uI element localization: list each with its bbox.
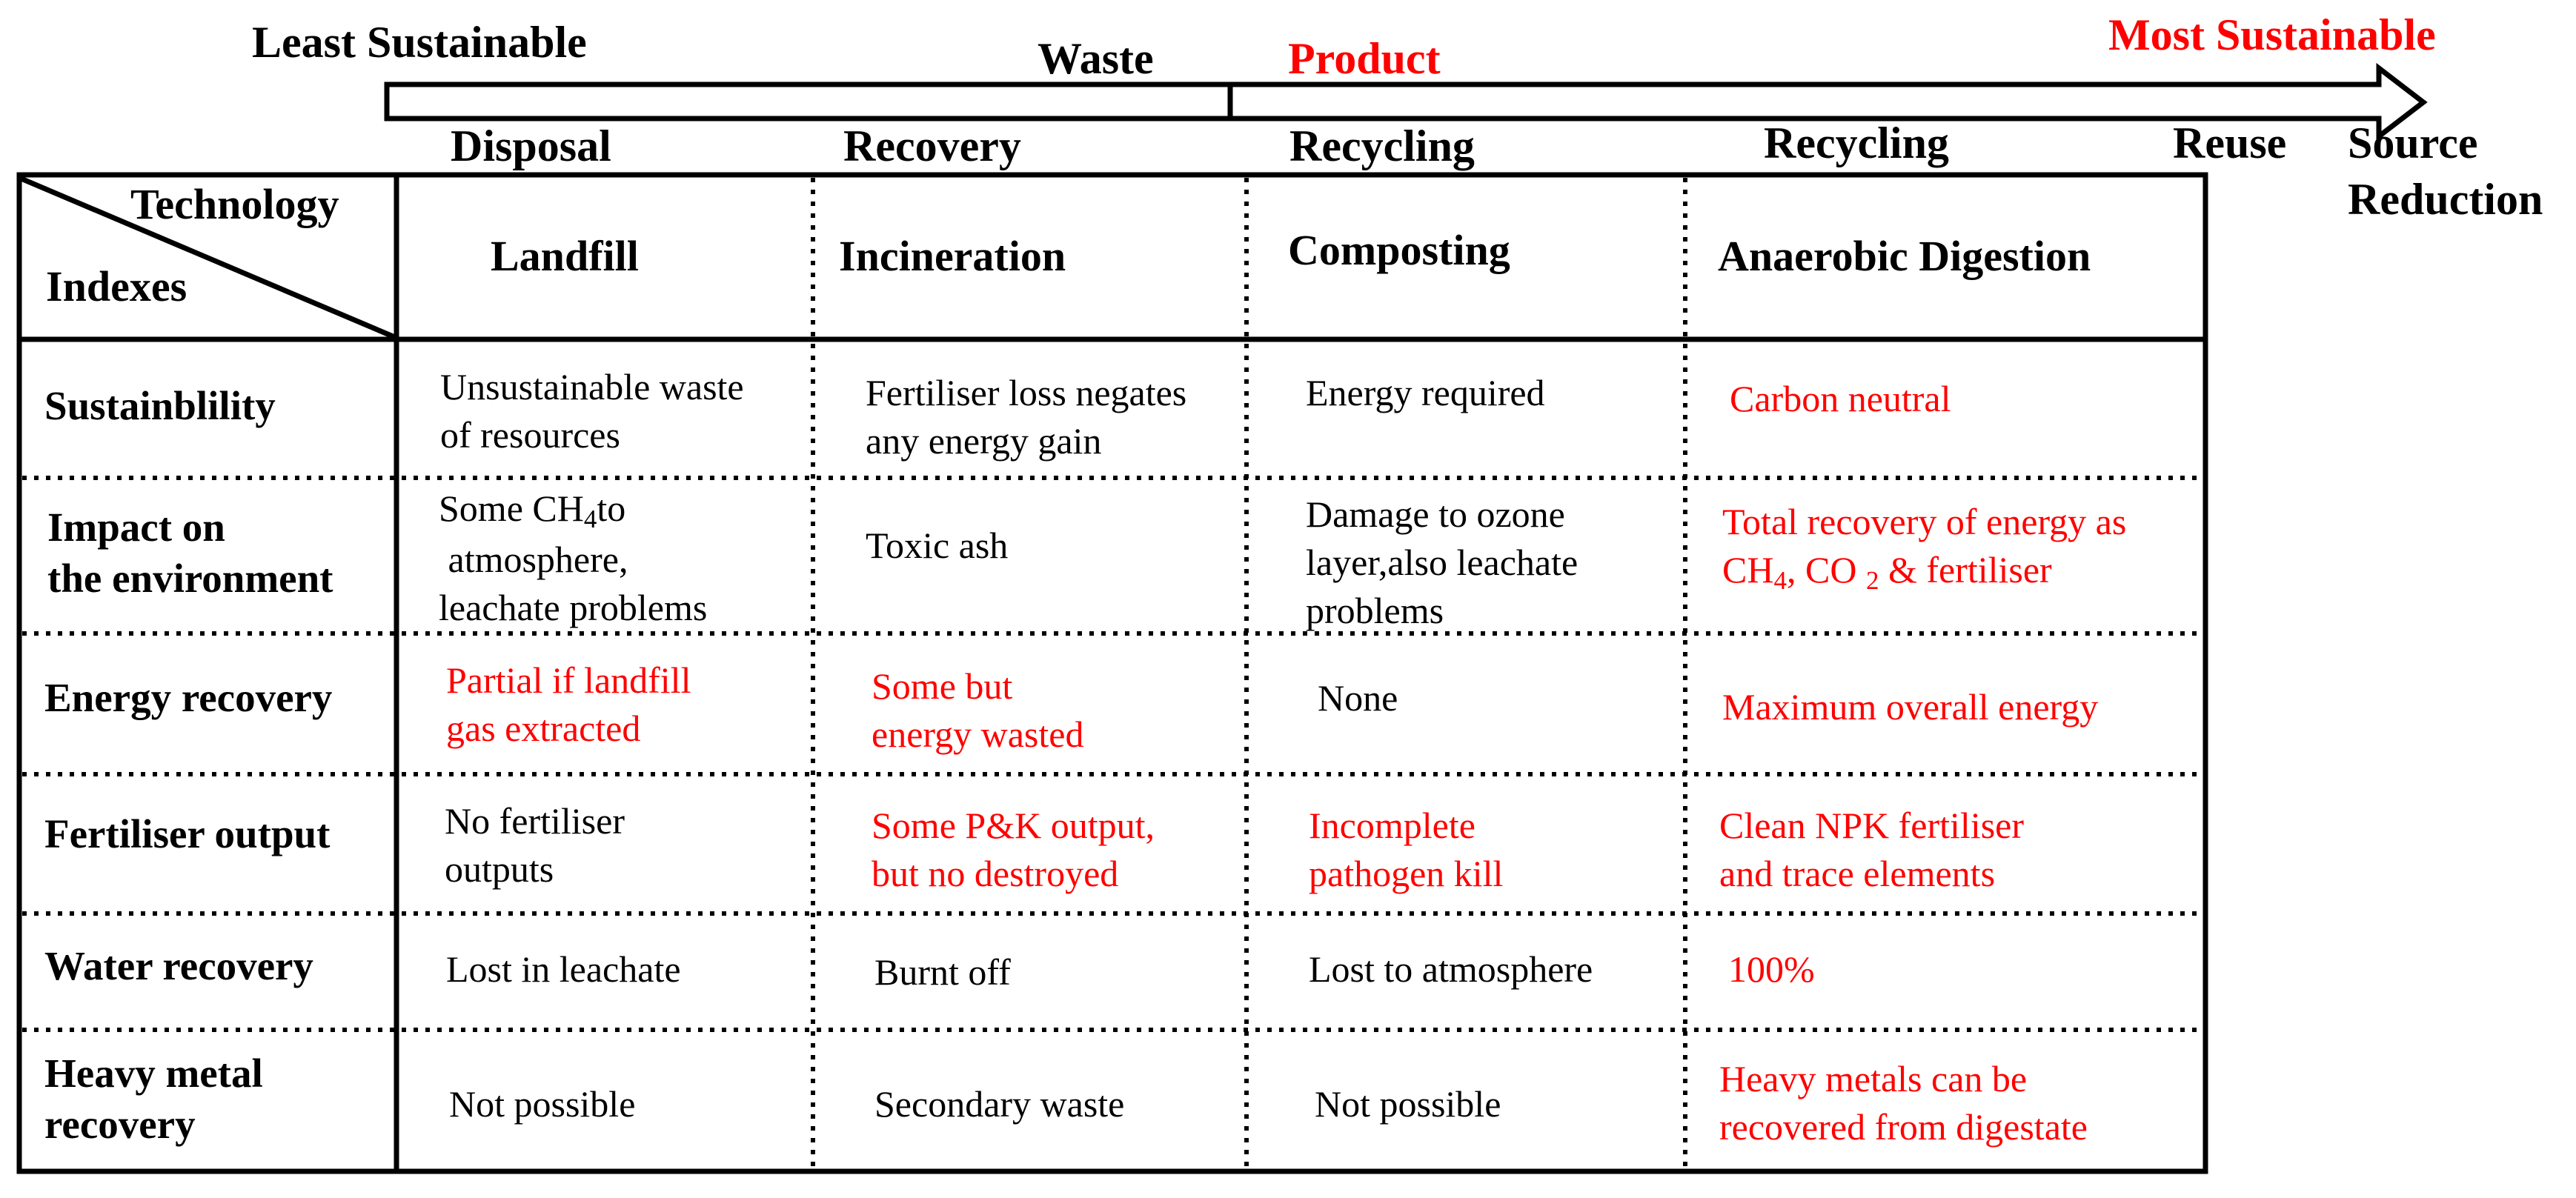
cell-landfill-energy: Partial if landfill gas extracted xyxy=(446,659,691,749)
corner-technology-label: Technology xyxy=(130,180,339,228)
cell-composting-sustainability: Energy required xyxy=(1306,372,1545,413)
tech-header-composting: Composting xyxy=(1288,226,1510,274)
cell-composting-energy: None xyxy=(1318,677,1398,719)
stage-source: Source xyxy=(2348,119,2478,167)
tech-header-incineration: Incineration xyxy=(839,232,1066,280)
cell-incineration-sustainability: Fertiliser loss negates any energy gain xyxy=(866,372,1187,462)
cell-incineration-fertiliser: Some P&K output, but no destroyed xyxy=(872,805,1155,894)
tech-header-landfill: Landfill xyxy=(491,232,639,280)
cell-digestion-energy: Maximum overall energy xyxy=(1722,686,2099,728)
most-sustainable-label: Most Sustainable xyxy=(2108,10,2436,59)
row-label-energy-recovery: Energy recovery xyxy=(44,675,333,720)
least-sustainable-label: Least Sustainable xyxy=(252,18,587,67)
row-label-water-recovery: Water recovery xyxy=(44,943,313,988)
stage-disposal: Disposal xyxy=(451,122,611,170)
corner-indexes-label: Indexes xyxy=(46,262,187,310)
cell-incineration-water: Burnt off xyxy=(874,951,1011,993)
waste-label: Waste xyxy=(1038,34,1154,83)
cell-composting-water: Lost to atmosphere xyxy=(1309,948,1593,990)
stage-recovery: Recovery xyxy=(843,122,1021,170)
table-grid xyxy=(16,172,2208,1174)
row-label-fertiliser-output: Fertiliser output xyxy=(44,811,331,856)
stage-recycling-composting: Recycling xyxy=(1289,122,1475,170)
row-label-heavy-metal: Heavy metal recovery xyxy=(44,1051,263,1147)
tech-header-anaerobic-digestion: Anaerobic Digestion xyxy=(1718,232,2091,280)
cell-incineration-environment: Toxic ash xyxy=(866,525,1009,566)
cell-composting-heavy-metal: Not possible xyxy=(1315,1083,1501,1125)
product-label: Product xyxy=(1288,34,1441,83)
cell-landfill-sustainability: Unsustainable waste of resources xyxy=(440,366,744,456)
stage-reduction: Reduction xyxy=(2348,175,2543,224)
sustainability-arrow xyxy=(384,62,2428,142)
cell-incineration-heavy-metal: Secondary waste xyxy=(874,1083,1125,1125)
stage-reuse: Reuse xyxy=(2173,119,2287,167)
cell-landfill-environment: Some CH4to atmosphere, leachate problems xyxy=(439,487,708,629)
cell-digestion-heavy-metal: Heavy metals can be recovered from digest… xyxy=(1719,1058,2088,1148)
cell-landfill-heavy-metal: Not possible xyxy=(449,1083,636,1125)
cell-incineration-energy: Some but energy wasted xyxy=(872,665,1084,755)
row-label-environment: Impact on the environment xyxy=(47,505,333,601)
stage-recycling-digestion: Recycling xyxy=(1764,119,1949,167)
cell-composting-fertiliser: Incomplete pathogen kill xyxy=(1309,805,1504,894)
cell-landfill-water: Lost in leachate xyxy=(446,948,681,990)
cell-digestion-water: 100% xyxy=(1728,948,1815,990)
row-label-sustainability: Sustainblility xyxy=(44,383,276,428)
cell-digestion-sustainability: Carbon neutral xyxy=(1730,378,1951,419)
cell-landfill-fertiliser: No fertiliser outputs xyxy=(445,800,625,890)
cell-digestion-fertiliser: Clean NPK fertiliser and trace elements xyxy=(1719,805,2025,894)
cell-digestion-environment: Total recovery of energy as CH4, CO 2 & f… xyxy=(1722,501,2127,595)
cell-composting-environment: Damage to ozone layer,also leachate proble… xyxy=(1306,493,1579,631)
